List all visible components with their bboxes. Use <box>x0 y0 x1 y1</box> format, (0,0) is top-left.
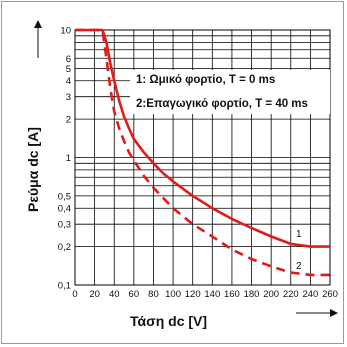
grid <box>74 29 331 286</box>
y-tick-label: 5 <box>66 64 71 75</box>
y-tick-label: 2 <box>66 115 71 126</box>
x-tick-label: 120 <box>185 289 201 300</box>
x-tick-label: 80 <box>148 289 159 300</box>
curve-label-1: 1 <box>296 229 302 240</box>
x-tick-label: 140 <box>204 289 220 300</box>
legend-background <box>130 70 330 114</box>
x-tick-label: 240 <box>302 289 318 300</box>
x-tick-label: 100 <box>165 289 181 300</box>
series-line-1 <box>75 28 330 248</box>
tick-labels: 0 20 40 60 80 100 120 140 160 180 200 220 240 260 0,1 0… <box>58 26 338 301</box>
legend-entry-2: 2:Επαγωγικό φορτίο, T = 40 ms <box>136 98 308 110</box>
x-tick-label: 260 <box>322 289 338 300</box>
x-tick-label: 40 <box>109 289 120 300</box>
y-tick-label: 0,4 <box>58 204 71 215</box>
y-axis-label: Ρεύμα dc [A] <box>25 127 41 212</box>
y-tick-label: 10 <box>60 26 71 37</box>
x-tick-label: 60 <box>129 289 140 300</box>
y-tick-label: 0,5 <box>58 191 71 202</box>
series-group <box>75 28 330 277</box>
x-tick-label: 160 <box>224 289 240 300</box>
y-tick-label: 3 <box>66 92 71 103</box>
y-tick-label: 0,2 <box>58 242 71 253</box>
legend-entry-1: 1: Ωμικό φορτίο, T = 0 ms <box>136 74 275 86</box>
x-tick-label: 220 <box>283 289 299 300</box>
y-tick-label: 0,3 <box>58 220 71 231</box>
y-tick-label: 0,1 <box>58 281 71 292</box>
y-tick-label: 4 <box>66 76 71 87</box>
x-tick-label: 0 <box>72 289 77 300</box>
series-line-2 <box>75 28 330 277</box>
curve-label-2: 2 <box>296 261 302 272</box>
x-axis-label: Τάση dc [V] <box>130 313 207 329</box>
y-tick-label: 1 <box>66 153 71 164</box>
x-tick-label: 20 <box>89 289 100 300</box>
x-tick-label: 180 <box>244 289 260 300</box>
y-tick-label: 6 <box>66 54 71 65</box>
x-tick-label: 200 <box>263 289 279 300</box>
